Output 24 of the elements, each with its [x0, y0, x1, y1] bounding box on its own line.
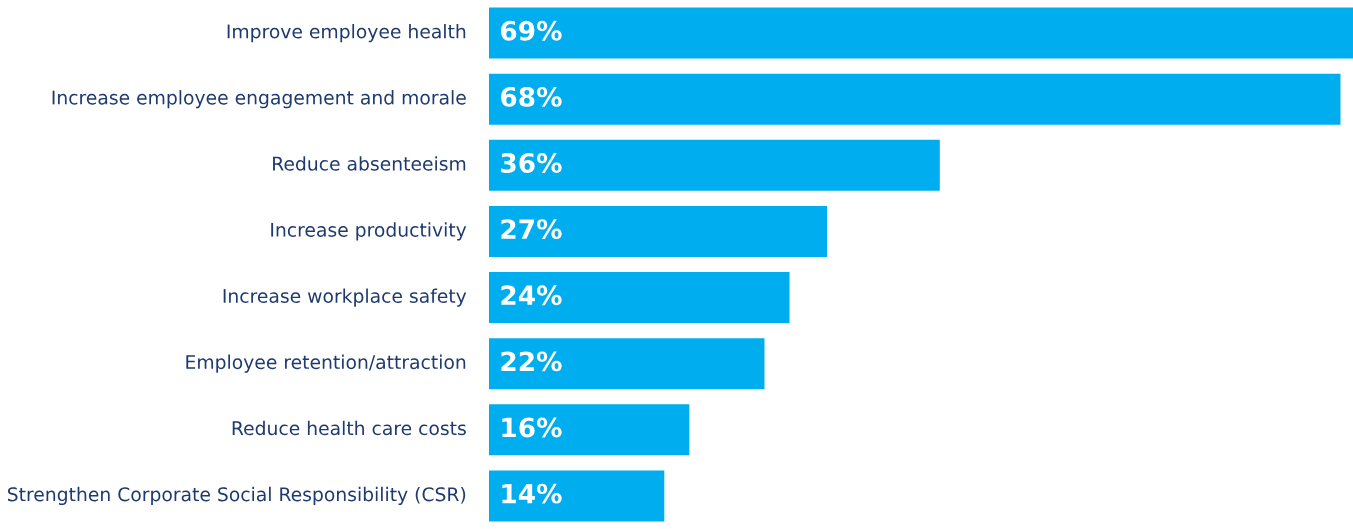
bar [489, 272, 790, 324]
bar [489, 205, 828, 257]
y-tick-label: Reduce health care costs [232, 420, 466, 436]
data-label: 24% [501, 285, 562, 306]
data-label: 68% [501, 86, 562, 107]
y-tick-label: Strengthen Corporate Social Responsibility (CSR) [7, 486, 466, 506]
bar [489, 7, 1353, 59]
bar [489, 139, 940, 191]
y-tick-label: Increase productivity [271, 222, 467, 241]
y-tick-label: Increase employee engagement and morale [52, 90, 466, 109]
data-label: 14% [502, 483, 562, 504]
data-label: 69% [501, 20, 562, 41]
y-tick-label: Reduce absenteeism [273, 156, 466, 171]
data-label: 22% [501, 351, 562, 372]
data-label: 27% [501, 219, 562, 240]
bar [489, 338, 765, 390]
bar [489, 470, 665, 522]
data-label: 36% [501, 153, 562, 173]
data-label: 16% [502, 417, 562, 438]
bar [489, 73, 1341, 125]
bar [489, 404, 690, 456]
y-tick-label: Increase workplace safety [223, 288, 467, 307]
y-tick-label: Improve employee health [227, 23, 466, 43]
y-tick-label: Employee retention/attraction [186, 354, 466, 373]
